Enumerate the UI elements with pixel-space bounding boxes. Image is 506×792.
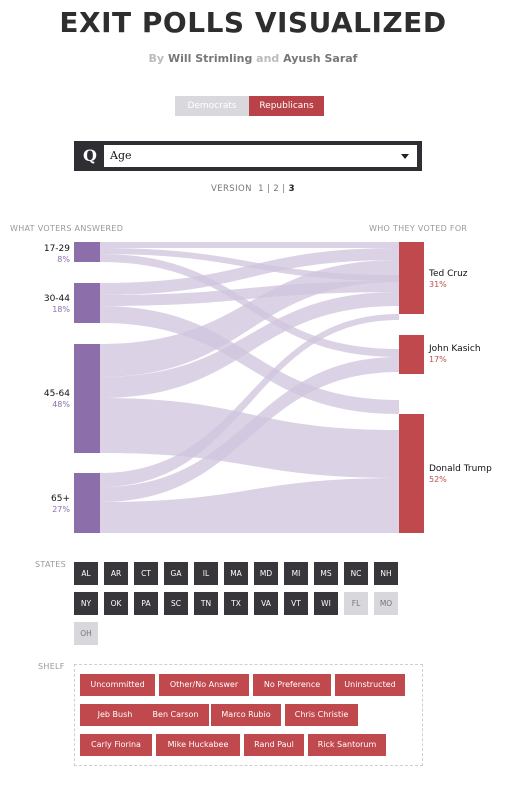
candidate-node-bar[interactable] — [399, 414, 424, 533]
shelf-chip-marco-rubio[interactable]: Marco Rubio — [211, 704, 281, 726]
states-label: STATES — [35, 560, 67, 569]
byline-and: and — [256, 52, 280, 65]
candidate-percent: 31% — [429, 280, 447, 289]
answer-node-bar[interactable] — [74, 242, 100, 262]
shelf-chip-rand-paul[interactable]: Rand Paul — [244, 734, 304, 756]
candidates-column-header: WHO THEY VOTED FOR — [369, 224, 468, 233]
state-button-pa[interactable]: PA — [134, 592, 158, 615]
state-button-mo[interactable]: MO — [374, 592, 398, 615]
answer-label: 65+ — [51, 494, 70, 504]
answers-column-header: WHAT VOTERS ANSWERED — [10, 224, 124, 233]
state-button-il[interactable]: IL — [194, 562, 218, 585]
answer-node-bar[interactable] — [74, 344, 100, 453]
state-button-ny[interactable]: NY — [74, 592, 98, 615]
state-button-wi[interactable]: WI — [314, 592, 338, 615]
sankey-flow-band — [100, 306, 399, 414]
state-button-oh[interactable]: OH — [74, 622, 98, 645]
shelf-chip-no-preference[interactable]: No Preference — [253, 674, 331, 696]
answer-node-bar[interactable] — [74, 473, 100, 533]
state-button-ga[interactable]: GA — [164, 562, 188, 585]
answer-percent: 18% — [52, 305, 70, 314]
republicans-toggle-button[interactable]: Republicans — [249, 96, 324, 116]
shelf-chip-rick-santorum[interactable]: Rick Santorum — [308, 734, 386, 756]
answer-label: 45-64 — [43, 389, 70, 399]
sankey-flow-band — [100, 248, 399, 295]
version-switcher: VERSION 1 | 2 | 3 — [0, 184, 506, 194]
candidate-node-bar[interactable] — [399, 242, 424, 314]
byline-by: By — [148, 52, 165, 65]
answer-percent: 8% — [57, 255, 70, 264]
question-icon: Q — [83, 146, 97, 165]
state-button-nh[interactable]: NH — [374, 562, 398, 585]
sankey-flow-band — [100, 242, 399, 248]
shelf-chip-jeb-bush[interactable]: Jeb Bush — [80, 704, 150, 726]
chevron-down-icon — [401, 154, 409, 159]
answer-percent: 48% — [52, 400, 70, 409]
sankey-flows — [100, 242, 399, 533]
state-button-mi[interactable]: MI — [284, 562, 308, 585]
state-button-tx[interactable]: TX — [224, 592, 248, 615]
version-2-link[interactable]: 2 — [273, 184, 280, 194]
state-button-ar[interactable]: AR — [104, 562, 128, 585]
state-button-ok[interactable]: OK — [104, 592, 128, 615]
candidate-percent: 17% — [429, 355, 447, 364]
state-button-ms[interactable]: MS — [314, 562, 338, 585]
version-separator: | — [282, 184, 286, 194]
candidate-label: John Kasich — [429, 344, 481, 354]
sankey-nodes — [74, 242, 424, 533]
state-button-nc[interactable]: NC — [344, 562, 368, 585]
byline: By Will Strimling and Ayush Saraf — [0, 52, 506, 65]
shelf-chip-mike-huckabee[interactable]: Mike Huckabee — [156, 734, 240, 756]
candidate-node-bar[interactable] — [399, 335, 424, 374]
state-button-va[interactable]: VA — [254, 592, 278, 615]
answer-label: 30-44 — [43, 294, 70, 304]
author-link-2[interactable]: Ayush Saraf — [283, 52, 358, 65]
answer-percent: 27% — [52, 505, 70, 514]
question-selector: Q Age — [74, 141, 422, 171]
sankey-flow-band — [100, 292, 399, 398]
state-button-sc[interactable]: SC — [164, 592, 188, 615]
version-separator: | — [266, 184, 271, 194]
shelf-chip-ben-carson[interactable]: Ben Carson — [142, 704, 209, 726]
candidate-label: Donald Trump — [429, 464, 492, 474]
state-button-tn[interactable]: TN — [194, 592, 218, 615]
democrats-toggle-button[interactable]: Democrats — [175, 96, 249, 116]
candidate-percent: 52% — [429, 475, 447, 484]
shelf-chip-uncommitted[interactable]: Uncommitted — [80, 674, 155, 696]
question-dropdown[interactable]: Age — [104, 145, 417, 167]
shelf-label: SHELF — [38, 662, 65, 671]
sankey-flow-band — [100, 357, 399, 502]
shelf-dropzone[interactable] — [74, 664, 423, 766]
version-1-link[interactable]: 1 — [258, 184, 264, 194]
shelf-chip-carly-fiorina[interactable]: Carly Fiorina — [80, 734, 152, 756]
state-button-ma[interactable]: MA — [224, 562, 248, 585]
answer-node-bar[interactable] — [74, 283, 100, 323]
shelf-chip-other-no-answer[interactable]: Other/No Answer — [159, 674, 249, 696]
shelf-chip-uninstructed[interactable]: Uninstructed — [335, 674, 405, 696]
state-button-ct[interactable]: CT — [134, 562, 158, 585]
state-button-vt[interactable]: VT — [284, 592, 308, 615]
state-button-fl[interactable]: FL — [344, 592, 368, 615]
version-3-link[interactable]: 3 — [288, 184, 295, 194]
state-button-md[interactable]: MD — [254, 562, 278, 585]
state-button-al[interactable]: AL — [74, 562, 98, 585]
shelf-chip-chris-christie[interactable]: Chris Christie — [285, 704, 358, 726]
sankey-flow-band — [100, 260, 399, 377]
version-label: VERSION — [211, 184, 252, 194]
sankey-flow-band — [100, 314, 399, 487]
answer-label: 17-29 — [43, 244, 70, 254]
author-link-1[interactable]: Will Strimling — [167, 52, 253, 65]
sankey-flow-band — [100, 398, 399, 478]
sankey-flow-band — [100, 478, 399, 533]
page-title: EXIT POLLS VISUALIZED — [59, 6, 447, 39]
candidate-label: Ted Cruz — [429, 269, 468, 279]
question-selected-value: Age — [110, 149, 132, 162]
